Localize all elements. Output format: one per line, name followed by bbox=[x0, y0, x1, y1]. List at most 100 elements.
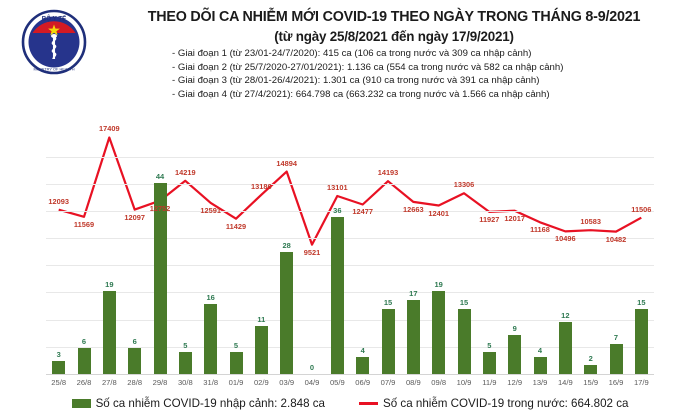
x-axis-tick: 06/9 bbox=[355, 378, 371, 387]
bar bbox=[52, 360, 66, 374]
bar bbox=[280, 252, 294, 374]
chart-header: BỘ Y TẾ MINISTRY OF HEALTH THEO DÕI CA N… bbox=[0, 0, 700, 104]
bar-value-label: 5 bbox=[233, 341, 239, 351]
line-value-label: 17409 bbox=[99, 124, 120, 134]
bar-value-label: 15 bbox=[459, 297, 469, 307]
x-axis-tick: 07/9 bbox=[380, 378, 396, 387]
bar-value-label: 2 bbox=[588, 354, 593, 364]
bar bbox=[77, 347, 91, 374]
x-axis-tick: 03/9 bbox=[279, 378, 295, 387]
bar bbox=[254, 326, 268, 374]
bar bbox=[330, 217, 344, 374]
bar-value-label: 5 bbox=[487, 341, 492, 351]
legend-label-imported: Số ca nhiễm COVID-19 nhập cảnh: 2.848 ca bbox=[95, 396, 325, 410]
x-axis-tick: 28/8 bbox=[127, 378, 143, 387]
bar-value-label: 28 bbox=[282, 241, 291, 251]
chart-legend: Số ca nhiễm COVID-19 nhập cảnh: 2.848 ca… bbox=[0, 392, 700, 414]
line-value-label: 11429 bbox=[225, 221, 247, 231]
bar-value-label: 17 bbox=[409, 289, 418, 299]
bar bbox=[457, 308, 471, 374]
bar bbox=[128, 347, 142, 374]
line-value-label: 13306 bbox=[453, 180, 475, 190]
line-value-label: 14193 bbox=[377, 168, 399, 178]
bar-value-label: 3 bbox=[56, 349, 61, 359]
line-value-label: 14219 bbox=[175, 167, 196, 177]
x-axis-line bbox=[46, 374, 654, 375]
bar bbox=[508, 334, 522, 374]
gridline bbox=[46, 292, 654, 294]
line-value-label: 12477 bbox=[352, 207, 373, 217]
phase-line-2: - Giai đoạn 2 (từ 25/7/2020-27/01/2021):… bbox=[172, 61, 564, 73]
x-axis-tick: 29/8 bbox=[152, 378, 168, 387]
chart-title-block: THEO DÕI CA NHIỄM MỚI COVID-19 THEO NGÀY… bbox=[96, 8, 692, 46]
x-axis-tick: 30/8 bbox=[177, 378, 193, 387]
line-value-label: 11506 bbox=[631, 204, 652, 214]
bar bbox=[153, 182, 167, 374]
bar-value-label: 0 bbox=[309, 363, 315, 372]
line-value-label: 12017 bbox=[504, 213, 525, 223]
line-value-label: 12401 bbox=[428, 208, 449, 218]
bar-value-label: 19 bbox=[105, 280, 114, 290]
x-axis-tick: 05/9 bbox=[329, 378, 345, 387]
x-axis-tick: 13/9 bbox=[532, 378, 548, 387]
bar bbox=[609, 343, 623, 374]
line-value-label: 12663 bbox=[403, 204, 424, 214]
line-value-label: 12097 bbox=[124, 212, 145, 222]
x-axis-tick: 10/9 bbox=[456, 378, 472, 387]
line-value-label: 14894 bbox=[276, 158, 297, 168]
x-axis-tick: 01/9 bbox=[228, 378, 244, 387]
gridline bbox=[46, 265, 654, 267]
bar bbox=[432, 291, 446, 374]
bar bbox=[178, 352, 192, 374]
svg-text:BỘ Y TẾ: BỘ Y TẾ bbox=[42, 15, 67, 23]
legend-item-imported: Số ca nhiễm COVID-19 nhập cảnh: 2.848 ca bbox=[71, 396, 325, 410]
x-axis-tick: 31/8 bbox=[203, 378, 219, 387]
x-axis-tick: 11/9 bbox=[482, 378, 497, 387]
gridline bbox=[46, 210, 654, 212]
page-title: THEO DÕI CA NHIỄM MỚI COVID-19 THEO NGÀY… bbox=[147, 9, 641, 25]
bar bbox=[584, 365, 598, 374]
gridline bbox=[46, 156, 654, 158]
gridline bbox=[46, 346, 654, 348]
phase-line-4: - Giai đoạn 4 (từ 27/4/2021): 664.798 ca… bbox=[172, 88, 550, 100]
x-axis-tick: 04/9 bbox=[304, 378, 320, 387]
bar bbox=[533, 356, 547, 374]
line-value-label: 9521 bbox=[303, 247, 321, 257]
bar bbox=[204, 304, 218, 374]
line-value-label: 11569 bbox=[73, 219, 95, 229]
line-value-label: 12093 bbox=[48, 196, 69, 206]
chart-grid: 0200040006000800010000120001400016000010… bbox=[46, 124, 654, 375]
chart-plot-area: 0200040006000800010000120001400016000010… bbox=[0, 104, 700, 389]
bar-value-label: 15 bbox=[383, 297, 393, 307]
x-axis-tick: 12/9 bbox=[507, 378, 523, 387]
legend-bar-swatch-icon bbox=[71, 398, 91, 408]
gridline bbox=[46, 238, 654, 240]
bar-value-label: 5 bbox=[183, 341, 188, 351]
bar-value-label: 6 bbox=[132, 336, 137, 346]
x-axis-tick: 26/8 bbox=[76, 378, 92, 387]
line-value-label: 10496 bbox=[555, 234, 576, 244]
x-axis-tick: 27/8 bbox=[101, 378, 117, 387]
bar bbox=[381, 308, 395, 374]
bar bbox=[229, 352, 243, 374]
phase-line-3: - Giai đoạn 3 (từ 28/01-26/4/2021): 1.30… bbox=[172, 75, 540, 87]
phase-summary-list: - Giai đoạn 1 (từ 23/01-24/7/2020): 415 … bbox=[172, 47, 692, 101]
bar-value-label: 7 bbox=[613, 332, 619, 342]
line-value-label: 10583 bbox=[580, 217, 601, 227]
bar-value-label: 4 bbox=[360, 345, 365, 355]
line-value-label: 13186 bbox=[251, 181, 272, 191]
svg-text:MINISTRY OF HEALTH: MINISTRY OF HEALTH bbox=[33, 67, 74, 72]
bar bbox=[406, 300, 420, 374]
bar-value-label: 36 bbox=[333, 206, 342, 216]
bar-value-label: 6 bbox=[81, 336, 87, 346]
bar-value-label: 12 bbox=[561, 310, 570, 320]
bar-value-label: 4 bbox=[537, 345, 543, 355]
line-value-label: 10482 bbox=[605, 234, 627, 244]
x-axis-tick: 09/8 bbox=[431, 378, 447, 387]
x-axis-tick: 02/9 bbox=[253, 378, 269, 387]
bar-value-label: 16 bbox=[206, 293, 215, 303]
legend-label-domestic: Số ca nhiễm COVID-19 trong nước: 664.802… bbox=[383, 396, 629, 410]
bar-value-label: 15 bbox=[637, 297, 646, 307]
line-value-label: 12591 bbox=[200, 205, 221, 215]
bar-value-label: 44 bbox=[155, 171, 165, 181]
